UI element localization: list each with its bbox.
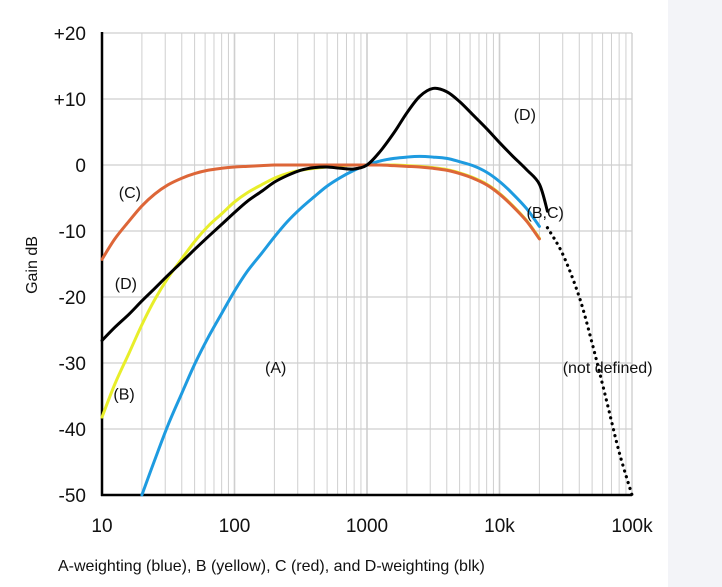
series-label-layer: (A) (B) (C) (D) (not defined) (D) (B,C) [113, 107, 652, 403]
series-label: (D) [115, 276, 137, 293]
x-tick-label: 10k [484, 516, 515, 537]
series-line-not-defined [545, 226, 634, 497]
chart-caption: A-weighting (blue), B (yellow), C (red),… [58, 558, 485, 575]
axis-frame [100, 32, 632, 497]
y-tick-label: +10 [54, 90, 86, 111]
annotation-label: (D) [514, 107, 536, 124]
y-tick-label: -50 [59, 486, 86, 507]
series-label: (not defined) [563, 360, 653, 377]
x-tick-label: 10 [91, 516, 112, 537]
y-tick-label: -10 [59, 222, 86, 243]
series-line-c [100, 163, 541, 261]
y-tick-label: -20 [59, 288, 86, 309]
y-tick-label: -40 [59, 420, 86, 441]
x-tick-label: 100 [219, 516, 251, 537]
series-label: (B) [113, 386, 134, 403]
background-strip [668, 0, 722, 587]
y-tick-label: +20 [54, 24, 86, 45]
annotation-label: (B,C) [527, 205, 564, 222]
series-line-b [100, 163, 541, 419]
y-tick-label: -30 [59, 354, 86, 375]
grid-layer [101, 32, 633, 496]
series-label: (A) [265, 360, 286, 377]
series-line-a [140, 154, 541, 497]
tick-label-layer: 10 100 1000 10k 100k +20 +10 0 -10 -20 -30 -40 -50 [54, 24, 653, 537]
series-layer [100, 86, 634, 497]
x-tick-label: 1000 [346, 516, 388, 537]
y-axis-title: Gain dB [24, 236, 41, 294]
y-tick-label: 0 [75, 156, 86, 177]
series-line-d [100, 86, 549, 343]
x-tick-label: 100k [611, 516, 653, 537]
series-label: (C) [119, 185, 141, 202]
